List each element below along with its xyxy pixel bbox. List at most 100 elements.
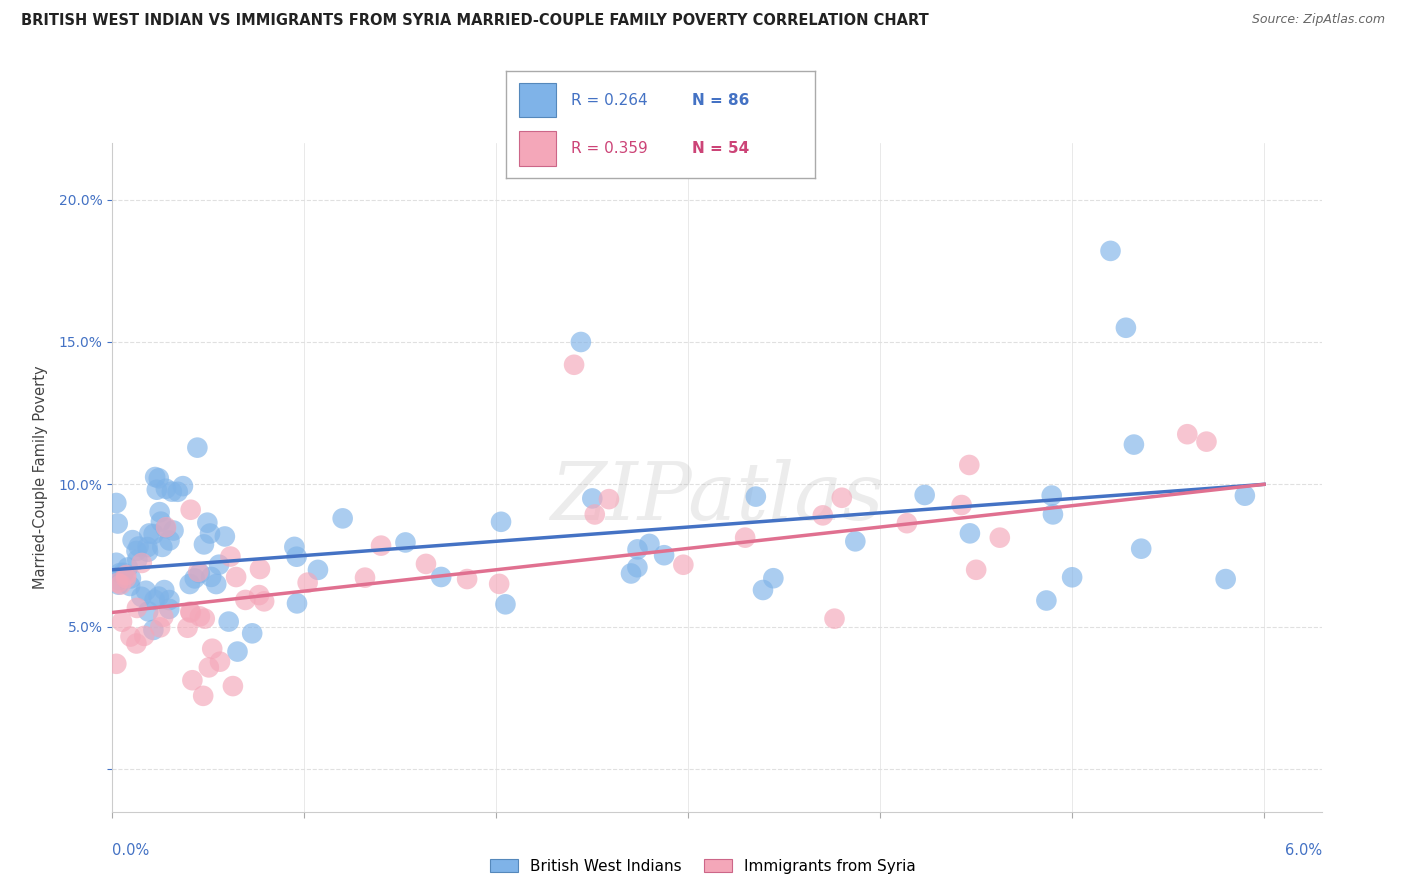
Point xyxy=(107,577,129,591)
Point xyxy=(181,673,204,688)
Point xyxy=(135,583,157,598)
Point xyxy=(136,604,159,618)
Point xyxy=(672,558,695,572)
Point xyxy=(283,540,305,554)
Point xyxy=(1099,244,1122,258)
Point xyxy=(155,520,177,534)
Point xyxy=(107,516,129,531)
Point xyxy=(186,441,208,455)
Point xyxy=(1195,434,1218,449)
Point xyxy=(142,623,165,637)
Point xyxy=(153,583,176,598)
Point xyxy=(172,479,194,493)
Point xyxy=(950,498,973,512)
Point xyxy=(105,657,128,671)
Point xyxy=(193,689,215,703)
Point xyxy=(762,571,785,585)
Text: 6.0%: 6.0% xyxy=(1285,843,1322,858)
Point xyxy=(160,484,183,499)
Point xyxy=(143,470,166,484)
Point xyxy=(120,579,142,593)
Point xyxy=(844,534,866,549)
Point xyxy=(745,490,768,504)
Point xyxy=(583,508,606,522)
Point xyxy=(142,527,165,541)
Point xyxy=(121,533,143,548)
Point xyxy=(108,566,131,580)
Point xyxy=(1122,437,1144,451)
Point xyxy=(107,573,129,587)
Point xyxy=(1175,427,1198,442)
Point xyxy=(152,609,174,624)
Point xyxy=(201,641,224,656)
Point xyxy=(811,508,834,523)
Y-axis label: Married-Couple Family Poverty: Married-Couple Family Poverty xyxy=(32,366,48,589)
Text: N = 86: N = 86 xyxy=(692,93,749,108)
Point xyxy=(179,577,201,591)
Point xyxy=(219,549,242,564)
Point xyxy=(394,535,416,549)
Point xyxy=(180,502,202,516)
Point xyxy=(626,542,648,557)
Point xyxy=(179,605,201,619)
Point xyxy=(370,539,392,553)
Text: 0.0%: 0.0% xyxy=(112,843,149,858)
Point xyxy=(176,621,198,635)
Point xyxy=(136,545,159,559)
Point xyxy=(285,549,308,564)
Point xyxy=(1115,320,1137,334)
Point xyxy=(117,560,139,574)
Point xyxy=(146,483,169,497)
Point xyxy=(148,471,170,485)
Point xyxy=(253,594,276,608)
Point xyxy=(354,571,377,585)
Point xyxy=(1035,593,1057,607)
Point xyxy=(1040,489,1063,503)
Point xyxy=(200,570,222,584)
Point xyxy=(166,484,188,499)
Point xyxy=(988,531,1011,545)
Point xyxy=(188,566,211,581)
Point xyxy=(297,575,319,590)
Point xyxy=(1215,572,1237,586)
Point xyxy=(105,496,128,510)
Point xyxy=(240,626,263,640)
Point xyxy=(332,511,354,525)
Point xyxy=(214,529,236,543)
Point xyxy=(150,540,173,554)
Point xyxy=(652,548,675,562)
Point xyxy=(824,612,846,626)
Point xyxy=(198,526,221,541)
Point xyxy=(149,505,172,519)
Legend: British West Indians, Immigrants from Syria: British West Indians, Immigrants from Sy… xyxy=(484,853,922,880)
Bar xyxy=(519,131,555,166)
Point xyxy=(430,570,453,584)
Point xyxy=(120,571,142,585)
Point xyxy=(415,557,437,571)
Point xyxy=(456,572,478,586)
Point xyxy=(626,560,648,574)
Point xyxy=(110,577,132,591)
Point xyxy=(112,566,135,580)
Point xyxy=(831,491,853,505)
Point xyxy=(965,563,987,577)
Point xyxy=(208,558,231,572)
Point xyxy=(125,544,148,558)
Point xyxy=(208,655,231,669)
Point xyxy=(198,660,221,674)
Point xyxy=(138,526,160,541)
Point xyxy=(125,601,148,615)
Text: R = 0.264: R = 0.264 xyxy=(571,93,648,108)
Point xyxy=(1062,570,1084,584)
Point xyxy=(155,521,177,535)
Point xyxy=(128,540,150,554)
Point xyxy=(569,334,592,349)
Point xyxy=(127,553,149,567)
Point xyxy=(162,524,184,538)
Point xyxy=(107,575,129,590)
Point xyxy=(105,556,128,570)
Point xyxy=(193,537,215,551)
Bar xyxy=(519,83,555,118)
Point xyxy=(157,602,180,616)
Point xyxy=(205,577,228,591)
